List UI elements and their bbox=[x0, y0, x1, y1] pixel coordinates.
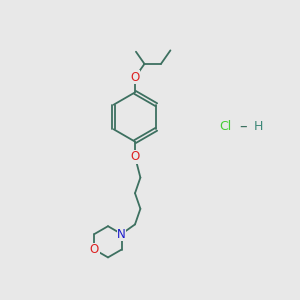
Text: –: – bbox=[239, 118, 247, 134]
Text: O: O bbox=[90, 243, 99, 256]
Text: Cl: Cl bbox=[219, 119, 231, 133]
Text: O: O bbox=[130, 150, 140, 163]
Text: N: N bbox=[117, 227, 126, 241]
Text: O: O bbox=[130, 71, 140, 84]
Text: H: H bbox=[253, 119, 263, 133]
